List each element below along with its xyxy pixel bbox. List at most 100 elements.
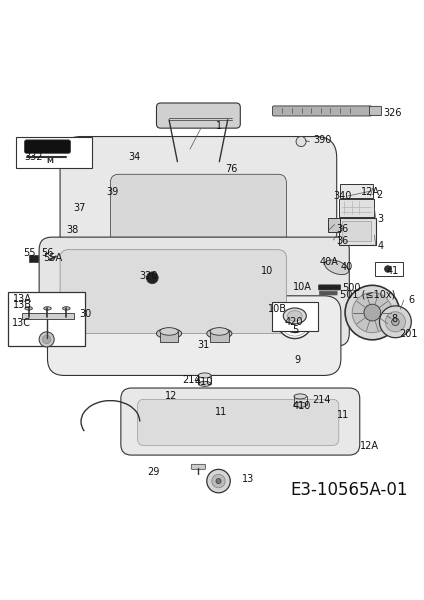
Circle shape — [216, 479, 221, 484]
FancyBboxPatch shape — [375, 262, 403, 276]
Text: 31: 31 — [197, 340, 209, 350]
Text: 201: 201 — [399, 329, 418, 340]
Text: 36: 36 — [337, 224, 349, 234]
Circle shape — [385, 266, 391, 272]
Text: 10A: 10A — [293, 283, 312, 292]
Text: 29: 29 — [147, 467, 159, 477]
Circle shape — [146, 272, 158, 284]
Text: 13: 13 — [243, 474, 255, 484]
Text: 41: 41 — [387, 266, 399, 275]
Text: 55A: 55A — [43, 253, 62, 263]
Text: 13C: 13C — [12, 318, 31, 328]
FancyBboxPatch shape — [25, 140, 70, 153]
FancyBboxPatch shape — [22, 313, 74, 319]
Text: 36: 36 — [337, 236, 349, 247]
Text: 331: 331 — [25, 145, 43, 155]
FancyBboxPatch shape — [320, 291, 337, 295]
Text: 5: 5 — [293, 325, 299, 335]
FancyBboxPatch shape — [272, 302, 318, 331]
Ellipse shape — [198, 373, 211, 378]
Circle shape — [212, 475, 225, 488]
Circle shape — [385, 312, 405, 332]
Text: 340: 340 — [333, 191, 352, 201]
Text: 326: 326 — [384, 107, 402, 118]
Ellipse shape — [210, 328, 229, 335]
Ellipse shape — [287, 311, 302, 321]
FancyBboxPatch shape — [339, 199, 374, 217]
Text: 500: 500 — [342, 283, 360, 293]
FancyBboxPatch shape — [121, 388, 360, 455]
FancyBboxPatch shape — [60, 137, 337, 296]
Ellipse shape — [44, 307, 51, 310]
FancyBboxPatch shape — [210, 331, 229, 342]
Text: 9: 9 — [294, 355, 300, 365]
Text: E3-10565A-01: E3-10565A-01 — [290, 481, 408, 499]
FancyBboxPatch shape — [39, 237, 349, 346]
Ellipse shape — [25, 307, 32, 310]
Circle shape — [379, 306, 411, 338]
Text: 214: 214 — [312, 395, 331, 405]
Circle shape — [39, 332, 54, 347]
Text: 13A: 13A — [13, 294, 31, 304]
Text: 2: 2 — [377, 190, 383, 200]
FancyBboxPatch shape — [160, 331, 178, 342]
Text: 214: 214 — [182, 376, 201, 385]
Text: 1: 1 — [216, 121, 222, 131]
Text: 3: 3 — [378, 214, 384, 224]
Ellipse shape — [156, 328, 181, 339]
Circle shape — [277, 304, 312, 338]
Ellipse shape — [198, 382, 211, 386]
Text: 410: 410 — [195, 377, 213, 387]
Ellipse shape — [160, 328, 178, 335]
Text: 30: 30 — [79, 309, 91, 319]
Text: 34: 34 — [128, 152, 140, 163]
Ellipse shape — [207, 328, 232, 339]
FancyBboxPatch shape — [273, 106, 371, 116]
Text: 420: 420 — [285, 317, 303, 327]
FancyBboxPatch shape — [369, 106, 382, 116]
FancyBboxPatch shape — [8, 292, 85, 346]
FancyBboxPatch shape — [77, 149, 328, 275]
Text: 40: 40 — [341, 262, 353, 272]
FancyBboxPatch shape — [110, 174, 287, 254]
Circle shape — [42, 335, 51, 344]
FancyBboxPatch shape — [340, 184, 373, 198]
Text: 410: 410 — [293, 401, 311, 410]
Text: 39: 39 — [106, 187, 118, 197]
Text: 40A: 40A — [320, 257, 339, 267]
Circle shape — [364, 304, 381, 321]
Text: M: M — [46, 158, 53, 164]
Circle shape — [290, 317, 299, 325]
FancyBboxPatch shape — [47, 296, 341, 376]
FancyBboxPatch shape — [156, 103, 240, 128]
Text: 12: 12 — [165, 391, 177, 401]
Text: 501 (≤10x): 501 (≤10x) — [340, 290, 396, 299]
Ellipse shape — [294, 402, 307, 407]
Text: 320: 320 — [140, 271, 158, 281]
Text: 37: 37 — [73, 203, 86, 213]
Text: 332: 332 — [25, 152, 43, 161]
FancyBboxPatch shape — [60, 250, 287, 334]
Ellipse shape — [325, 260, 349, 275]
Circle shape — [352, 292, 393, 332]
Circle shape — [345, 286, 399, 340]
Text: 11: 11 — [215, 407, 227, 417]
Text: 56: 56 — [41, 248, 53, 258]
Text: 38: 38 — [67, 224, 78, 235]
Text: 13B: 13B — [13, 301, 32, 310]
Circle shape — [207, 469, 230, 493]
FancyBboxPatch shape — [328, 218, 340, 232]
Circle shape — [392, 318, 399, 326]
Text: 390: 390 — [313, 135, 331, 145]
Text: 4: 4 — [378, 241, 384, 251]
FancyBboxPatch shape — [30, 255, 38, 262]
FancyBboxPatch shape — [191, 464, 206, 469]
Text: 12A: 12A — [360, 441, 379, 451]
Text: 6: 6 — [408, 295, 414, 305]
Text: 76: 76 — [225, 164, 237, 174]
Circle shape — [283, 309, 307, 332]
Ellipse shape — [63, 307, 70, 310]
Ellipse shape — [294, 394, 307, 399]
Text: 12A: 12A — [361, 187, 380, 197]
Text: 10B: 10B — [268, 304, 287, 314]
